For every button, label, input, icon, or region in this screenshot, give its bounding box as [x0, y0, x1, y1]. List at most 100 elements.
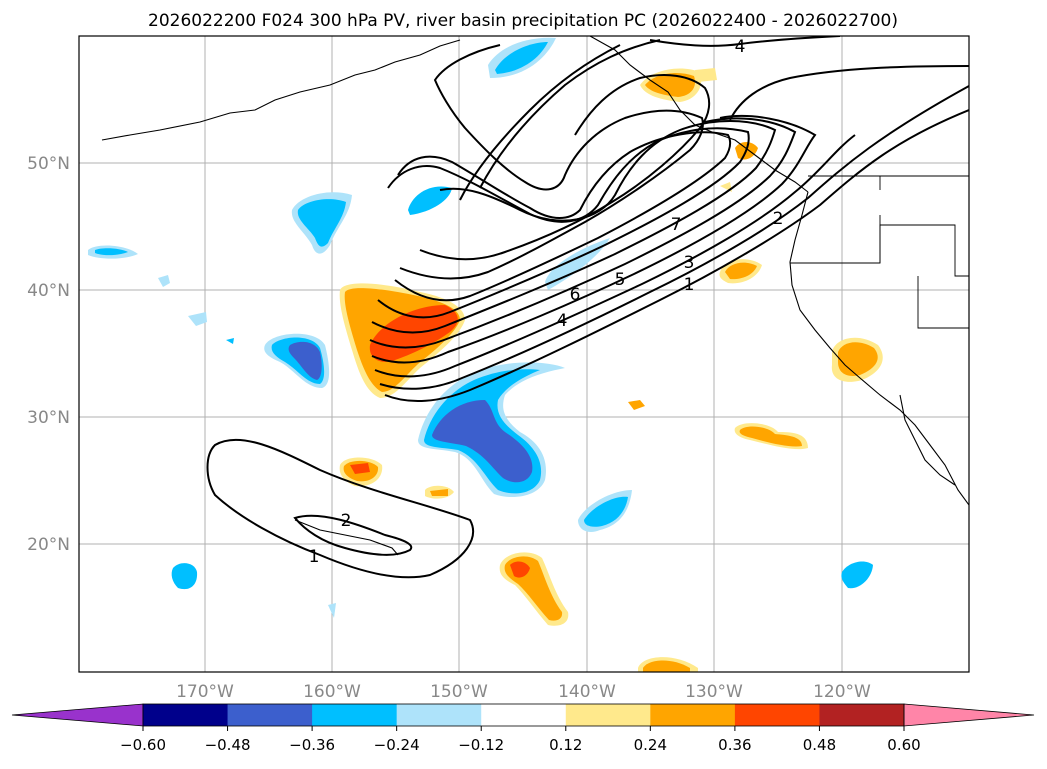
- pv-contour-labels: 4 7 2 3 1 5 6 4 2 1: [309, 37, 784, 567]
- pv-contour-14: [729, 65, 969, 121]
- colorbar-tick-label: 0.12: [549, 736, 582, 754]
- pos-area-145w-15n-red: [510, 561, 530, 578]
- lat-label-30n: 30°N: [27, 408, 70, 428]
- pv-contour-3: [374, 134, 856, 378]
- pos-area-small-2: [628, 400, 645, 410]
- pv-contour-6: [371, 120, 777, 334]
- colorbar-segment: [819, 704, 905, 726]
- colorbar-tick-label: 0.24: [634, 736, 667, 754]
- pv-label-1-hawaii: 1: [309, 547, 320, 567]
- pv-label-4-top: 4: [735, 37, 746, 57]
- negative-anomaly-areas: [88, 37, 873, 618]
- aleutian-coast: [101, 39, 461, 141]
- colorbar-segment: [396, 704, 482, 726]
- colorbar-tick-label: −0.60: [120, 736, 166, 754]
- pv-contour-4: [371, 115, 817, 364]
- lon-label-130w: 130°W: [685, 682, 743, 702]
- pos-area-alaska-orange: [645, 73, 696, 97]
- lat-label-40n: 40°N: [27, 281, 70, 301]
- pv-contour-10: [419, 74, 711, 261]
- state-border-or-id: [790, 224, 969, 277]
- map-frame: [78, 35, 970, 673]
- neg-area-small-1: [158, 275, 170, 287]
- colorbar-segment: [312, 704, 398, 726]
- pv-label-5: 5: [615, 270, 626, 290]
- neg-area-far-west-cyan: [95, 248, 128, 256]
- figure-title: 2026022200 F024 300 hPa PV, river basin …: [148, 11, 898, 31]
- positive-anomaly-areas: [339, 68, 883, 672]
- neg-area-150w-47n: [408, 186, 452, 215]
- us-west-coast: [789, 191, 969, 506]
- pv-contour-8: [394, 131, 732, 302]
- neg-area-120w-17n: [841, 561, 873, 589]
- pv-label-3: 3: [684, 253, 695, 273]
- pv-label-4: 4: [557, 311, 568, 331]
- lat-label-20n: 20°N: [27, 535, 70, 555]
- pv-contour-9: [399, 44, 704, 280]
- colorbar-tick-label: 0.36: [718, 736, 751, 754]
- lon-label-170w: 170°W: [176, 682, 234, 702]
- pv-contours: [206, 36, 969, 579]
- colorbar: −0.60 −0.48 −0.36 −0.24 −0.12 0.12 0.24 0.36 0.4…: [11, 703, 1035, 754]
- lon-label-150w: 150°W: [430, 682, 488, 702]
- neg-area-140w-23n-cyan: [584, 496, 628, 527]
- colorbar-tick-label: 0.60: [887, 736, 920, 754]
- pv-contour-subtropical-2: [293, 514, 413, 556]
- baja-peninsula: [899, 394, 956, 486]
- neg-area-central-blue: [432, 400, 533, 483]
- pos-area-alaska-small: [695, 68, 717, 82]
- pv-label-7: 7: [671, 215, 682, 235]
- colorbar-extend-max: [903, 703, 1035, 727]
- colorbar-segment: [650, 704, 736, 726]
- colorbar-segment: [481, 704, 567, 726]
- pv-contour-13: [649, 36, 841, 47]
- neg-area-small-3: [328, 603, 336, 618]
- pv-contour-1: [384, 109, 969, 403]
- colorbar-extend-min: [11, 703, 144, 727]
- pos-area-130w-41n-orange: [725, 262, 757, 280]
- pv-contour-subtropical-1: [206, 438, 475, 579]
- pv-contour-7: [377, 127, 750, 319]
- neg-area-160w-45n-cyan: [297, 199, 346, 247]
- pv-label-2-east: 2: [773, 209, 784, 229]
- colorbar-tick-label: 0.48: [803, 736, 836, 754]
- pv-contour-12: [479, 39, 661, 189]
- lon-label-140w: 140°W: [558, 682, 616, 702]
- colorbar-ticks: −0.60 −0.48 −0.36 −0.24 −0.12 0.12 0.24 0.36 0.4…: [120, 726, 921, 754]
- pos-area-160w-25n-red: [350, 463, 370, 474]
- pv-label-2-hawaii: 2: [341, 511, 352, 531]
- colorbar-segments: [11, 703, 1035, 727]
- lon-label-160w: 160°W: [303, 682, 361, 702]
- state-border-nv: [917, 276, 969, 329]
- pos-area-bottom-orange: [643, 660, 690, 672]
- hawaii-islands: [294, 519, 399, 556]
- neg-area-170w-17n: [171, 563, 198, 590]
- colorbar-tick-label: −0.36: [289, 736, 335, 754]
- colorbar-frame: [142, 703, 905, 727]
- neg-area-small-2: [188, 312, 207, 326]
- pos-area-130w-28n-orange: [739, 426, 802, 447]
- colorbar-tick-label: −0.12: [458, 736, 504, 754]
- pos-area-small-3-orange: [430, 489, 448, 496]
- pv-contour-2: [379, 85, 969, 390]
- lon-label-120w: 120°W: [813, 682, 871, 702]
- neg-area-north-cyan: [495, 42, 548, 74]
- lat-label-50n: 50°N: [27, 154, 70, 174]
- colorbar-tick-label: −0.24: [374, 736, 420, 754]
- map-panel: 4 7 2 3 1 5 6 4 2 1: [78, 35, 970, 673]
- neg-area-small-4: [226, 338, 234, 344]
- colorbar-segment: [565, 704, 651, 726]
- pv-contour-11: [459, 44, 621, 201]
- latitude-labels: 50°N 40°N 30°N 20°N: [27, 154, 70, 555]
- precipitation-pc-shading: [88, 37, 883, 672]
- pv-label-1-east: 1: [684, 275, 695, 295]
- colorbar-segment: [734, 704, 820, 726]
- pv-label-6: 6: [570, 285, 581, 305]
- neg-area-160w-35n-blue: [288, 341, 322, 380]
- colorbar-segment: [143, 704, 229, 726]
- longitude-labels: 170°W 160°W 150°W 140°W 130°W 120°W: [176, 682, 871, 702]
- colorbar-segment: [227, 704, 313, 726]
- colorbar-tick-label: −0.48: [205, 736, 251, 754]
